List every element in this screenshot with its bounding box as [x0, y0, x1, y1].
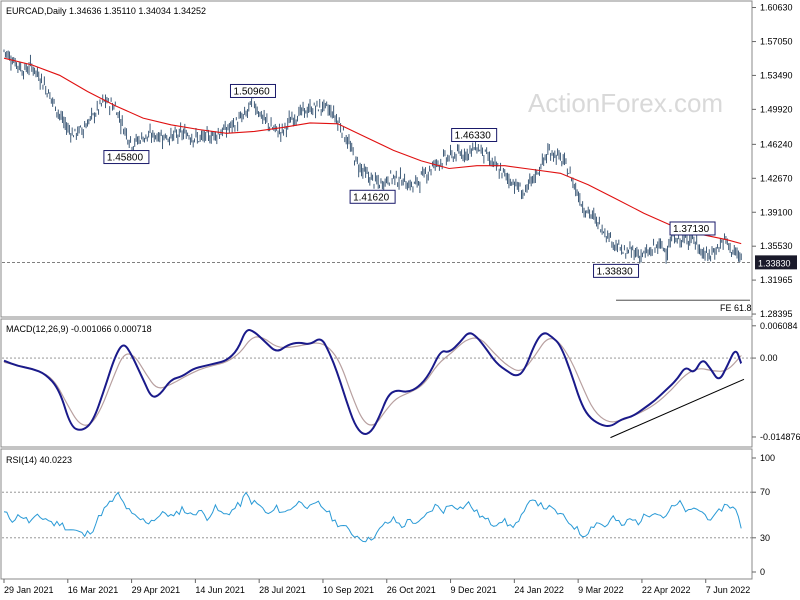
price-level-label: 1.46330 [455, 131, 492, 142]
price-level-box [451, 128, 498, 142]
price-level-box [593, 263, 640, 278]
date-tick-label: 14 Jun 2021 [195, 585, 245, 595]
moving-average-line [3, 57, 742, 245]
date-tick-label: 24 Jan 2022 [514, 585, 564, 595]
rsi-tick-label: 0 [760, 567, 765, 577]
current-price-label: 1.33830 [758, 258, 791, 268]
price-tick-label: 1.39100 [760, 207, 793, 217]
price-tick-label: 1.57050 [760, 37, 793, 47]
rsi-pane: RSI(14) 40.0223 100 70 30 0 [0, 448, 775, 580]
date-tick-label: 22 Apr 2022 [642, 585, 691, 595]
date-tick-label: 10 Sep 2021 [323, 585, 374, 595]
date-tick-label: 9 Dec 2021 [451, 585, 497, 595]
macd-pane: MACD(12,26,9) -0.001066 0.000718 0.00608… [0, 318, 800, 448]
date-tick-label: 16 Mar 2021 [68, 585, 119, 595]
rsi-tick-label: 70 [760, 487, 770, 497]
macd-trendline [610, 378, 745, 439]
price-level-label: 1.37130 [673, 224, 710, 235]
price-tick-label: 1.49920 [760, 104, 793, 114]
rsi-tick-label: 100 [760, 453, 775, 463]
price-level-label: 1.50960 [233, 86, 270, 97]
macd-tick-label: 0.006084 [760, 321, 798, 331]
price-bars [3, 49, 742, 264]
date-tick-label: 26 Oct 2021 [387, 585, 436, 595]
rsi-pane-header: RSI(14) 40.0223 [6, 455, 72, 465]
date-tick-label: 29 Jan 2021 [4, 585, 54, 595]
fe-618-label: FE 61.8 [720, 303, 752, 313]
date-tick-label: 9 Mar 2022 [578, 585, 624, 595]
price-tick-label: 1.35530 [760, 241, 793, 251]
price-tick-label: 1.60630 [760, 3, 793, 13]
price-level-label: 1.33830 [597, 266, 634, 277]
price-tick-label: 1.42670 [760, 173, 793, 183]
price-pane: ActionForex.com EURCAD,Daily 1.34636 1.3… [0, 0, 797, 319]
price-tick-label: 1.31965 [760, 275, 793, 285]
price-level-label: 1.41620 [353, 192, 390, 203]
macd-tick-label: 0.00 [760, 353, 778, 363]
macd-tick-label: -0.014876 [760, 432, 800, 442]
macd-pane-frame [0, 318, 753, 448]
price-tick-label: 1.46240 [760, 139, 793, 149]
price-level-box [103, 150, 150, 165]
price-tick-label: 1.28395 [760, 309, 793, 319]
price-pane-frame [0, 0, 753, 318]
macd-pane-header: MACD(12,26,9) -0.001066 0.000718 [6, 324, 152, 334]
price-pane-header: EURCAD,Daily 1.34636 1.35110 1.34034 1.3… [6, 6, 206, 16]
date-tick-label: 28 Jul 2021 [259, 585, 306, 595]
macd-line [3, 329, 743, 435]
price-level-box [669, 221, 716, 236]
current-price-box [755, 255, 797, 270]
date-tick-label: 29 Apr 2021 [132, 585, 181, 595]
date-axis: 29 Jan 2021 16 Mar 2021 29 Apr 2021 14 Jun … [3, 579, 751, 595]
macd-signal-line [3, 336, 742, 426]
watermark: ActionForex.com [528, 88, 723, 118]
date-tick-label: 7 Jun 2022 [706, 585, 751, 595]
price-level-label: 1.45800 [107, 153, 144, 164]
price-tick-label: 1.53490 [760, 70, 793, 80]
rsi-line [3, 491, 742, 543]
price-level-box [349, 189, 396, 204]
rsi-tick-label: 30 [760, 533, 770, 543]
rsi-pane-frame [0, 448, 753, 580]
price-level-box [229, 83, 276, 98]
